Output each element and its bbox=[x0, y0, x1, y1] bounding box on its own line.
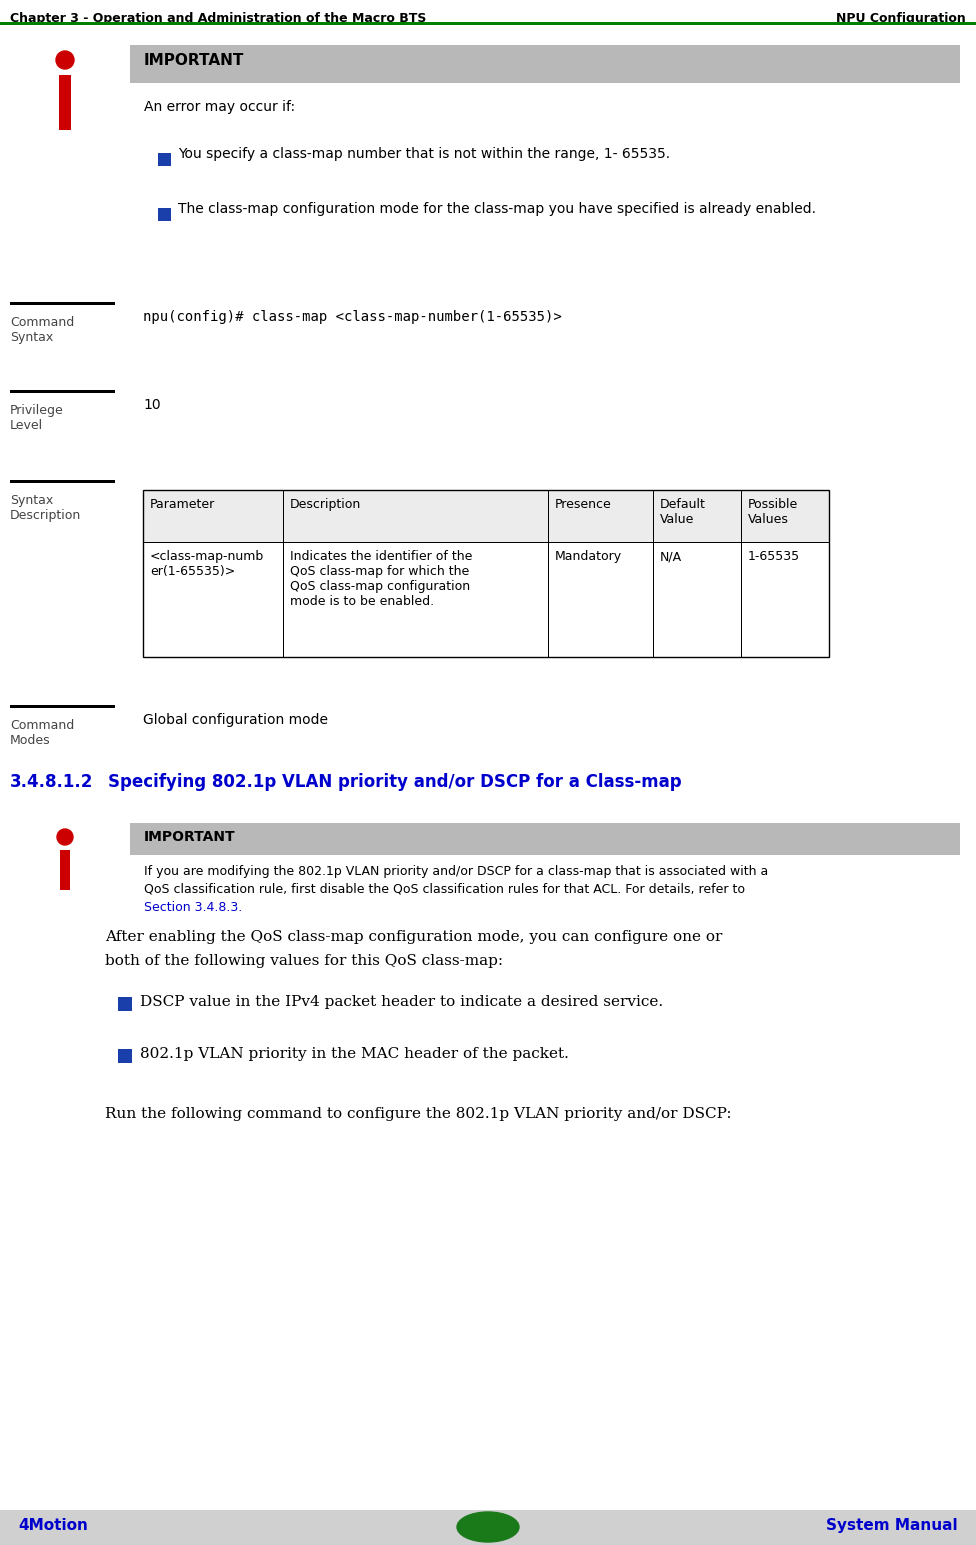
Bar bbox=[118, 997, 132, 1010]
Bar bbox=[0, 22, 976, 25]
Text: 802.1p VLAN priority in the MAC header of the packet.: 802.1p VLAN priority in the MAC header o… bbox=[140, 1048, 569, 1061]
Text: IMPORTANT: IMPORTANT bbox=[144, 830, 235, 844]
Text: 4Motion: 4Motion bbox=[18, 1519, 88, 1533]
Text: Command
Modes: Command Modes bbox=[10, 718, 74, 746]
Text: Specifying 802.1p VLAN priority and/or DSCP for a Class-map: Specifying 802.1p VLAN priority and/or D… bbox=[108, 772, 681, 791]
Text: System Manual: System Manual bbox=[827, 1519, 958, 1533]
Text: Indicates the identifier of the
QoS class-map for which the
QoS class-map config: Indicates the identifier of the QoS clas… bbox=[290, 550, 472, 609]
Text: If you are modifying the 802.1p VLAN priority and/or DSCP for a class-map that i: If you are modifying the 802.1p VLAN pri… bbox=[144, 865, 768, 878]
Text: Command
Syntax: Command Syntax bbox=[10, 317, 74, 345]
Text: QoS classification rule, first disable the QoS classification rules for that ACL: QoS classification rule, first disable t… bbox=[144, 884, 745, 896]
Text: Chapter 3 - Operation and Administration of the Macro BTS: Chapter 3 - Operation and Administration… bbox=[10, 12, 427, 25]
Bar bbox=[60, 850, 70, 890]
Text: DSCP value in the IPv4 packet header to indicate a desired service.: DSCP value in the IPv4 packet header to … bbox=[140, 995, 663, 1009]
Text: <class-map-numb
er(1-65535)>: <class-map-numb er(1-65535)> bbox=[150, 550, 264, 578]
Text: 3.4.8.1.2: 3.4.8.1.2 bbox=[10, 772, 94, 791]
Bar bbox=[10, 389, 115, 392]
Text: Privilege
Level: Privilege Level bbox=[10, 403, 63, 433]
Bar bbox=[118, 1049, 132, 1063]
Ellipse shape bbox=[457, 1513, 519, 1542]
Text: npu(config)# class-map <class-map-number(1-65535)>: npu(config)# class-map <class-map-number… bbox=[143, 311, 562, 324]
Text: N/A: N/A bbox=[660, 550, 682, 562]
Text: 10: 10 bbox=[143, 399, 161, 413]
Text: NPU Configuration: NPU Configuration bbox=[836, 12, 966, 25]
Text: After enabling the QoS class-map configuration mode, you can configure one or: After enabling the QoS class-map configu… bbox=[105, 930, 722, 944]
Text: You specify a class-map number that is not within the range, 1- 65535.: You specify a class-map number that is n… bbox=[178, 147, 671, 161]
Bar bbox=[10, 301, 115, 304]
Circle shape bbox=[56, 51, 74, 70]
Text: Presence: Presence bbox=[555, 497, 612, 511]
Bar bbox=[143, 490, 829, 657]
Circle shape bbox=[57, 830, 73, 845]
Text: 1-65535: 1-65535 bbox=[748, 550, 800, 562]
Text: Syntax
Description: Syntax Description bbox=[10, 494, 81, 522]
Text: Section 3.4.8.3.: Section 3.4.8.3. bbox=[144, 901, 242, 915]
Text: Global configuration mode: Global configuration mode bbox=[143, 712, 328, 728]
Bar bbox=[130, 45, 960, 83]
Bar bbox=[158, 153, 171, 165]
Bar bbox=[653, 490, 654, 657]
Text: 180: 180 bbox=[472, 1520, 504, 1536]
Text: An error may occur if:: An error may occur if: bbox=[144, 100, 295, 114]
Bar bbox=[0, 1509, 976, 1545]
Text: Run the following command to configure the 802.1p VLAN priority and/or DSCP:: Run the following command to configure t… bbox=[105, 1108, 732, 1122]
Text: The class-map configuration mode for the class-map you have specified is already: The class-map configuration mode for the… bbox=[178, 202, 816, 216]
Text: both of the following values for this QoS class-map:: both of the following values for this Qo… bbox=[105, 953, 503, 969]
Text: Possible
Values: Possible Values bbox=[748, 497, 798, 525]
Bar bbox=[143, 490, 829, 542]
Bar bbox=[10, 705, 115, 708]
Bar bbox=[10, 480, 115, 484]
Text: Mandatory: Mandatory bbox=[555, 550, 622, 562]
Bar bbox=[741, 490, 742, 657]
Text: IMPORTANT: IMPORTANT bbox=[144, 53, 244, 68]
Bar bbox=[158, 209, 171, 221]
Bar bbox=[548, 490, 549, 657]
Bar bbox=[130, 823, 960, 854]
Text: Parameter: Parameter bbox=[150, 497, 216, 511]
Text: Description: Description bbox=[290, 497, 361, 511]
Text: Default
Value: Default Value bbox=[660, 497, 706, 525]
Bar bbox=[59, 76, 71, 130]
Bar bbox=[283, 490, 284, 657]
